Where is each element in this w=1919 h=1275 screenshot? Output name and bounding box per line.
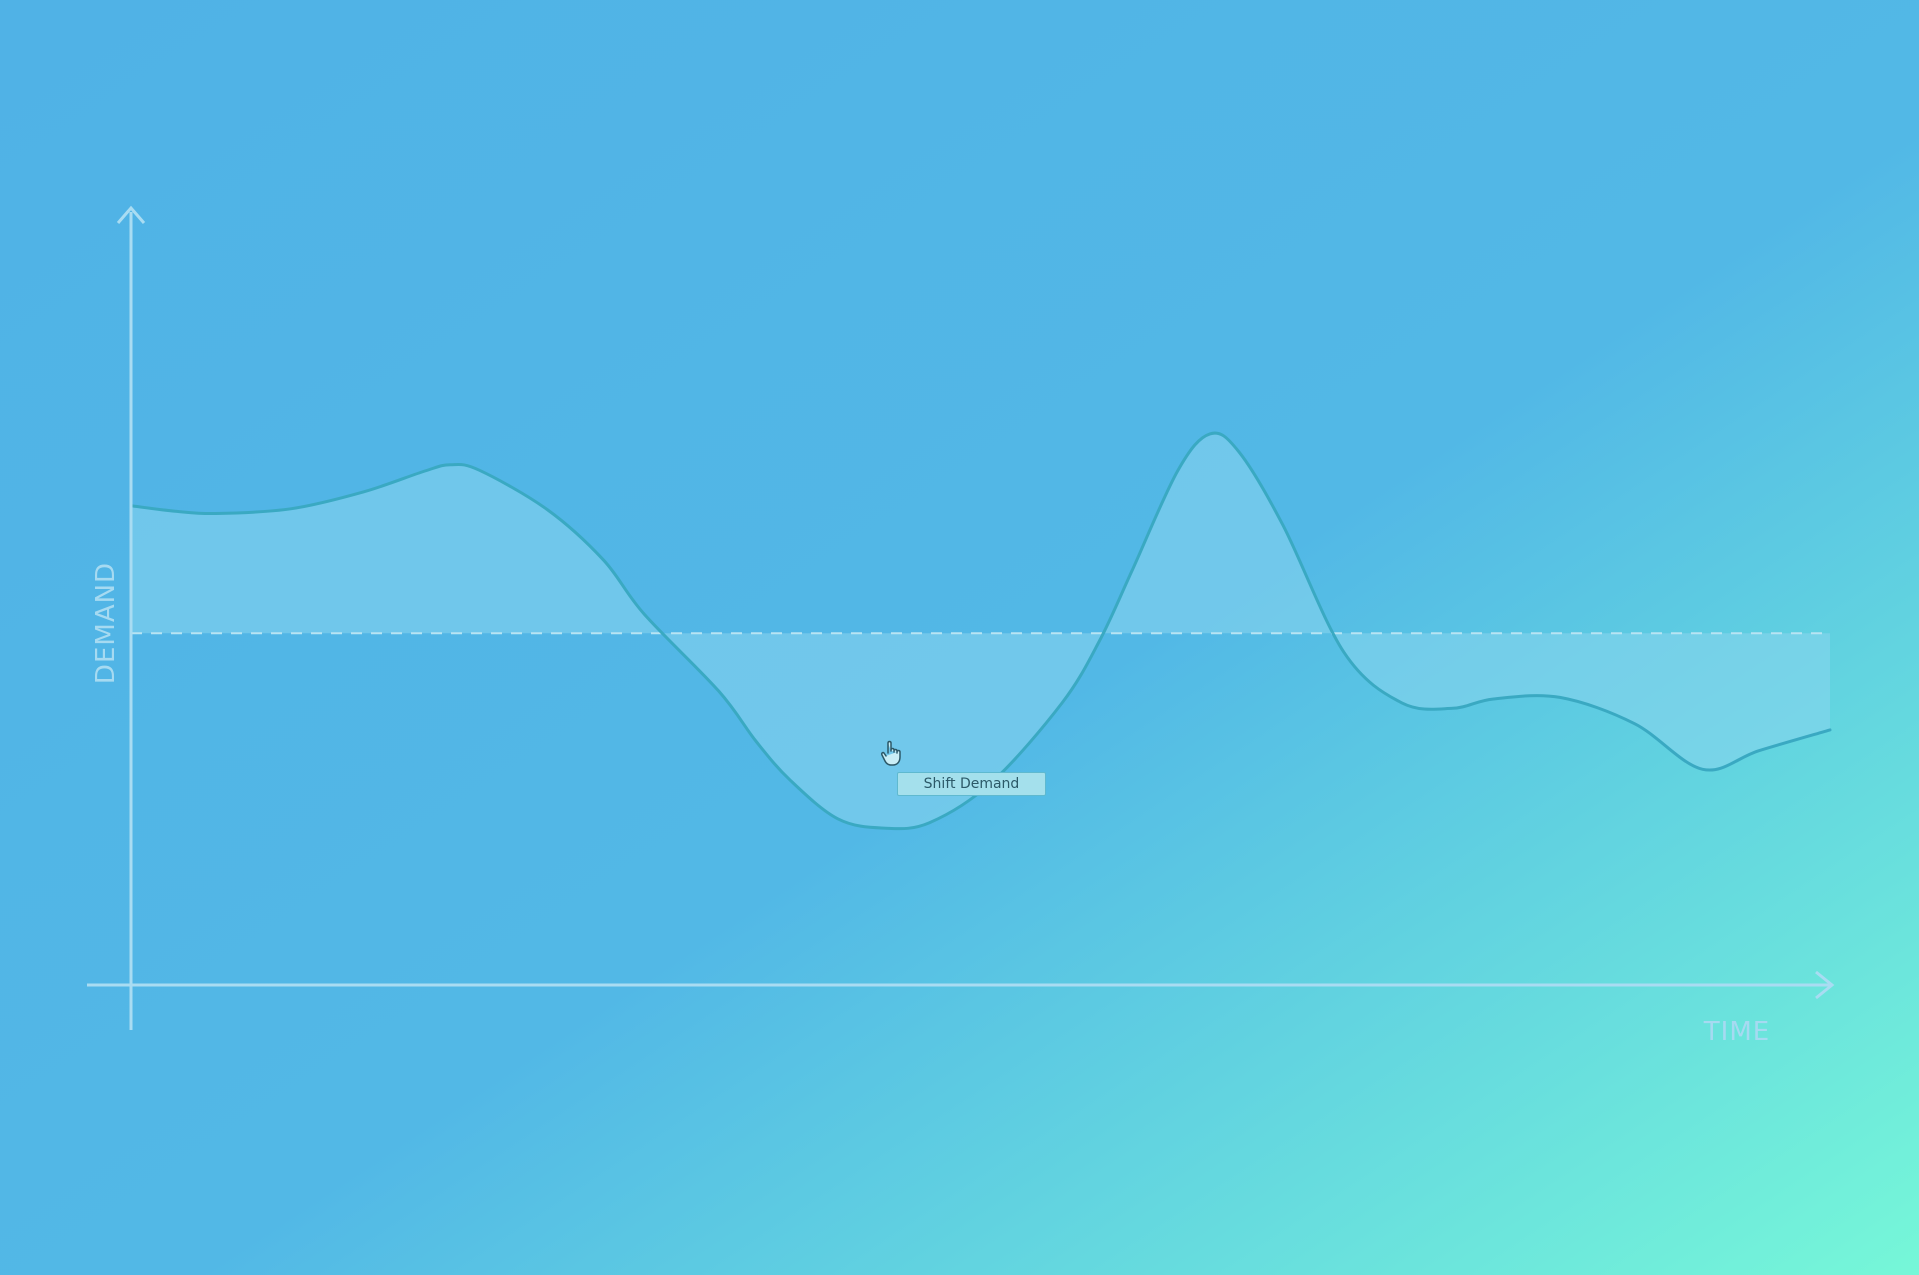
- demand-deviation-area: [131, 433, 1830, 829]
- plot-area: [129, 431, 1832, 831]
- x-axis-label: TIME: [1703, 1017, 1770, 1047]
- axes: [87, 205, 1835, 1030]
- hand-pointer-icon: [880, 740, 904, 768]
- y-axis-label: DEMAND: [91, 562, 121, 684]
- shift-demand-tooltip: Shift Demand: [897, 772, 1046, 796]
- x-axis-arrowhead: [1815, 970, 1835, 1000]
- y-axis-arrowhead: [116, 205, 146, 224]
